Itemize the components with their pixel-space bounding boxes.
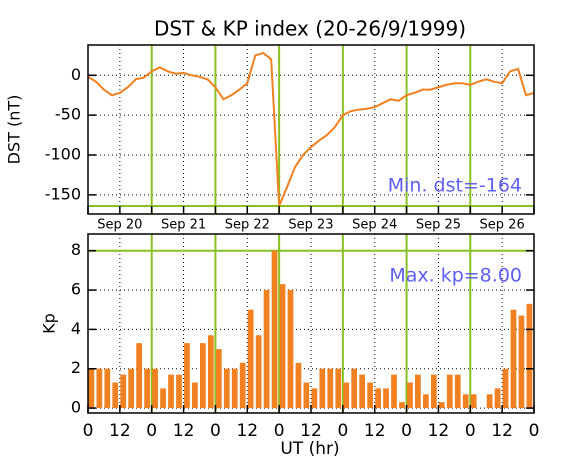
y-tick-label: -50 — [55, 105, 81, 124]
bar — [112, 382, 119, 409]
y-axis-label: Kp — [40, 313, 59, 334]
bar — [255, 335, 262, 409]
bar — [407, 382, 413, 409]
bar — [287, 290, 294, 409]
bar — [391, 374, 397, 409]
x-tick-label: 0 — [401, 421, 412, 441]
bar — [518, 315, 525, 409]
bar — [239, 362, 246, 409]
y-tick-label: 8 — [71, 240, 81, 259]
bar — [247, 309, 254, 409]
x-tick-label: 0 — [83, 421, 94, 441]
bar — [96, 368, 103, 409]
bar — [335, 368, 342, 409]
x-tick-label: 12 — [428, 421, 450, 441]
bar — [399, 402, 405, 409]
x-tick-label: 12 — [236, 421, 258, 441]
date-label: Sep 23 — [288, 218, 333, 233]
bar — [88, 368, 95, 409]
chart-title: DST & KP index (20-26/9/1999) — [154, 17, 466, 41]
bar — [383, 388, 389, 409]
bar — [327, 368, 334, 409]
bar — [462, 394, 469, 409]
x-tick-label: 12 — [173, 421, 195, 441]
bar — [359, 374, 366, 409]
bar — [454, 374, 461, 409]
bar — [375, 388, 381, 409]
y-tick-label: 0 — [71, 398, 81, 417]
bar — [415, 374, 421, 409]
bar — [207, 335, 214, 409]
date-label: Sep 25 — [416, 218, 461, 233]
annotation: Min. dst=-164 — [388, 175, 522, 197]
bar — [446, 374, 453, 409]
date-label: Sep 21 — [161, 218, 206, 233]
bar — [279, 284, 286, 409]
x-tick-label: 0 — [210, 421, 221, 441]
y-tick-label: -100 — [45, 145, 81, 164]
x-tick-label: 0 — [337, 421, 348, 441]
y-tick-label: 2 — [71, 358, 81, 377]
bar — [319, 368, 326, 409]
bar — [438, 402, 445, 409]
bar — [120, 374, 127, 409]
y-tick-label: 6 — [71, 280, 81, 299]
x-tick-label: 0 — [146, 421, 157, 441]
x-axis-label: UT (hr) — [280, 439, 339, 459]
bar — [152, 368, 158, 409]
x-tick-label: 12 — [300, 421, 322, 441]
bar — [486, 394, 493, 409]
y-tick-label: -150 — [45, 184, 81, 203]
x-tick-label: 12 — [109, 421, 131, 441]
x-tick-label: 0 — [274, 421, 285, 441]
bar — [128, 368, 135, 409]
y-tick-label: 0 — [71, 65, 81, 84]
bar — [526, 303, 533, 409]
bar — [168, 374, 174, 409]
x-tick-label: 0 — [465, 421, 476, 441]
bar — [295, 362, 302, 409]
bar — [311, 388, 318, 409]
bar — [104, 368, 111, 409]
bar — [423, 394, 429, 409]
date-label: Sep 20 — [97, 218, 142, 233]
bar — [176, 374, 182, 409]
bar — [367, 382, 373, 409]
bar — [215, 349, 222, 409]
bar — [184, 343, 190, 409]
date-label: Sep 26 — [480, 218, 525, 233]
x-tick-label: 12 — [364, 421, 386, 441]
bar — [144, 368, 150, 409]
bar — [343, 382, 350, 409]
bar — [231, 368, 238, 409]
bar — [271, 250, 278, 409]
y-axis-label: DST (nT) — [5, 95, 24, 165]
bar — [136, 343, 143, 409]
bar — [470, 394, 477, 409]
bar — [200, 343, 206, 409]
bar — [351, 368, 358, 409]
bar — [303, 382, 310, 409]
dst-line — [87, 51, 535, 207]
bar — [502, 368, 509, 409]
y-tick-label: 4 — [71, 319, 81, 338]
bar — [494, 388, 501, 409]
bar — [160, 388, 166, 409]
bar — [192, 382, 198, 409]
date-label: Sep 22 — [225, 218, 270, 233]
annotation: Max. kp=8.00 — [389, 265, 522, 287]
x-tick-label: 12 — [491, 421, 513, 441]
bar — [263, 290, 270, 409]
x-tick-label: 0 — [529, 421, 540, 441]
bar — [430, 374, 437, 409]
bar — [223, 368, 230, 409]
date-label: Sep 24 — [352, 218, 397, 233]
bar — [510, 309, 517, 409]
